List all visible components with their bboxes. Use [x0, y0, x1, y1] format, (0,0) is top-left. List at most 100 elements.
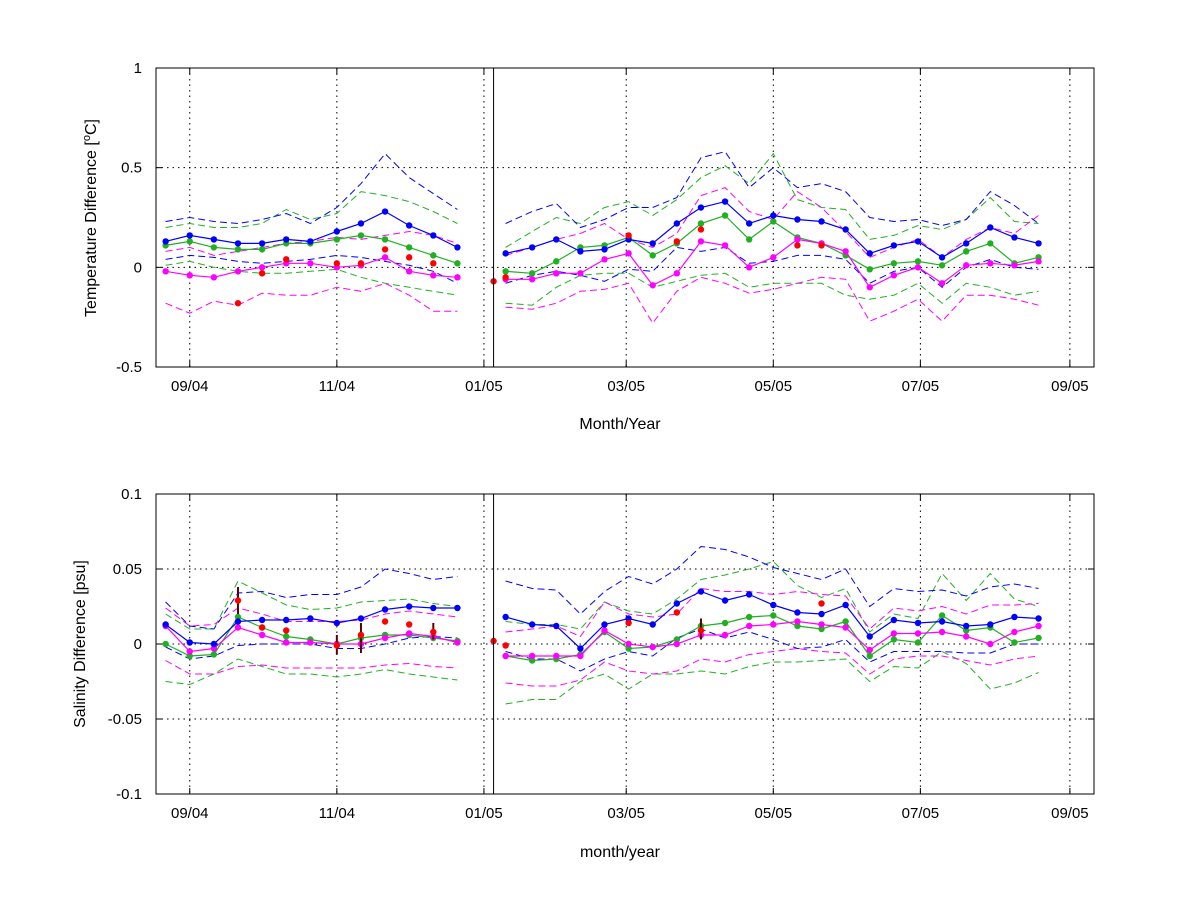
salinity-blue-point — [794, 609, 801, 616]
temperature-green-point — [890, 260, 898, 267]
temperature-x-tick-label: 01/05 — [465, 378, 503, 395]
temperature-blue-point — [745, 220, 753, 227]
temperature-red-point — [283, 256, 290, 263]
temperature-red-point — [818, 242, 825, 249]
salinity-magenta-point — [528, 652, 536, 660]
temperature-green-point — [454, 260, 461, 267]
salinity-blue-point — [430, 604, 437, 612]
salinity-blue-point — [258, 616, 266, 624]
salinity-blue-point — [987, 621, 994, 628]
temperature-blue-point — [333, 228, 341, 235]
salinity-red-point — [430, 628, 437, 636]
salinity-blue-point — [721, 597, 729, 604]
temperature-magenta-point — [673, 270, 681, 277]
salinity-magenta-point — [307, 639, 314, 646]
temperature-blue-hi-band — [505, 151, 1039, 229]
temperature-green-point — [528, 270, 536, 277]
temperature-blue-point — [528, 244, 536, 251]
temperature-magenta-point — [186, 272, 193, 279]
temperature-y-axis-label: Temperature Difference [oC] — [81, 119, 100, 317]
temperature-magenta-point — [1035, 258, 1042, 265]
temperature-blue-point — [405, 222, 413, 229]
salinity-green-point — [890, 636, 898, 643]
temperature-green-point — [333, 236, 341, 243]
temperature-blue-point — [963, 240, 970, 247]
temperature-green-point — [186, 238, 193, 245]
salinity-magenta-point — [794, 618, 801, 625]
salinity-magenta-point — [987, 640, 994, 648]
temperature-blue-point — [770, 212, 777, 219]
temperature-blue-point — [842, 226, 849, 233]
temperature-green-lo-band — [505, 272, 1039, 306]
salinity-magenta-point — [283, 639, 290, 646]
salinity-red-point — [258, 624, 266, 631]
salinity-blue-point — [890, 616, 898, 624]
temperature-magenta-lo-band — [165, 282, 458, 314]
temperature-green-point — [210, 244, 218, 251]
salinity-magenta-point — [866, 646, 873, 654]
temperature-magenta-point — [454, 274, 461, 281]
salinity-magenta-point — [938, 628, 946, 636]
temperature-blue-point — [234, 240, 242, 247]
salinity-blue-point — [210, 640, 218, 648]
salinity-green-point — [528, 657, 536, 664]
temperature-green-point — [234, 246, 242, 253]
temperature-magenta-point — [697, 238, 705, 245]
salinity-green-point — [842, 618, 849, 625]
salinity-green-point — [162, 640, 169, 648]
salinity-y-tick-label: 0.1 — [121, 486, 142, 503]
salinity-magenta-point — [1035, 622, 1042, 630]
salinity-green-hi-band — [505, 560, 1039, 633]
salinity-x-tick-label: 03/05 — [607, 805, 645, 822]
temperature-magenta-point — [162, 268, 169, 275]
salinity-blue-point — [333, 619, 341, 627]
salinity-y-tick-label: -0.05 — [108, 711, 142, 728]
salinity-magenta-point — [625, 640, 632, 648]
salinity-green-point — [234, 613, 242, 621]
temperature-magenta-lo-band — [505, 276, 1039, 324]
salinity-blue-point — [502, 613, 509, 621]
temperature-blue-point — [283, 236, 290, 243]
temperature-blue-point — [577, 248, 584, 255]
temperature-magenta-point — [258, 264, 266, 271]
temperature-red-point — [405, 254, 413, 261]
salinity-green-point — [1035, 634, 1042, 642]
salinity-magenta-point — [553, 652, 560, 660]
salinity-blue-point — [745, 591, 753, 598]
temperature-red-point — [430, 260, 437, 267]
salinity-magenta-point — [890, 630, 898, 637]
temperature-green-point — [502, 268, 509, 275]
temperature-blue-point — [186, 232, 193, 239]
temperature-y-tick-label: 1 — [134, 60, 142, 77]
temperature-magenta-point — [770, 254, 777, 261]
temperature-blue-point — [1011, 234, 1018, 241]
salinity-red-point — [697, 627, 705, 634]
salinity-green-point — [210, 651, 218, 658]
salinity-magenta-point — [914, 630, 922, 637]
temperature-green-point — [721, 212, 729, 219]
salinity-blue-point — [673, 600, 681, 607]
salinity-blue-point — [697, 588, 705, 595]
temperature-green-point — [405, 244, 413, 251]
salinity-green-point — [770, 612, 777, 619]
salinity-green-point — [963, 627, 970, 634]
temperature-magenta-point — [649, 282, 656, 289]
temperature-green-lo-band — [165, 260, 458, 296]
temperature-panel: 09/04 11/04 01/05 03/05 05/05 07/05 09/05 1 0.5 0… — [81, 60, 1095, 433]
temperature-green-hi-band — [505, 152, 1039, 248]
salinity-blue-hi-band — [505, 545, 1039, 615]
temperature-red-point — [333, 260, 341, 267]
salinity-blue-point — [842, 601, 849, 609]
temperature-green-hi-band — [165, 191, 458, 228]
salinity-blue-lo-band — [505, 628, 1039, 672]
temperature-axes — [155, 67, 1095, 368]
temperature-blue-point — [866, 250, 873, 257]
temperature-y-axis-label-suffix: C] — [83, 119, 100, 135]
temperature-blue-point — [914, 238, 922, 245]
temperature-magenta-point — [601, 256, 608, 263]
salinity-y-tick-label: -0.1 — [116, 786, 142, 803]
salinity-magenta-lo-band — [165, 660, 458, 675]
salinity-magenta-point — [258, 631, 266, 639]
salinity-magenta-point — [745, 622, 753, 630]
